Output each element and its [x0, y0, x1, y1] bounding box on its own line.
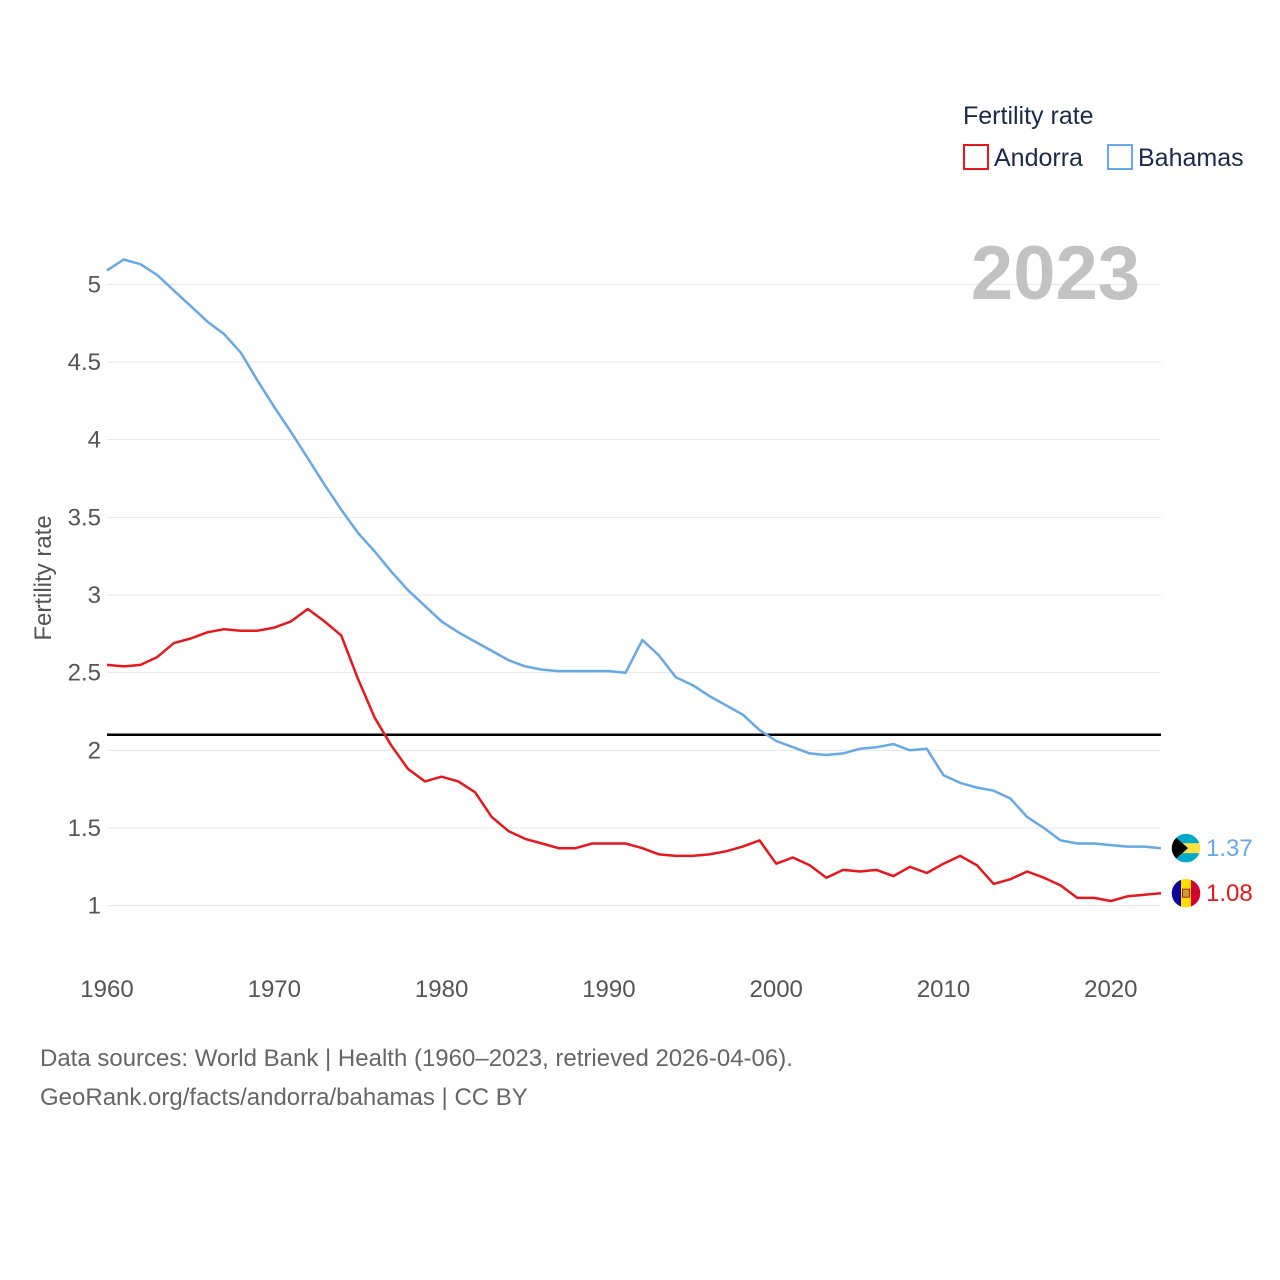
x-tick-label: 1960	[80, 976, 133, 1003]
end-markers: 1.08 1.37	[1170, 832, 1253, 909]
y-axis-ticks: 1 1.5 2 2.5 3 3.5 4 4.5 5	[68, 271, 101, 919]
y-tick-label: 2	[88, 737, 101, 764]
y-tick-label: 1	[88, 893, 101, 920]
y-tick-label: 3.5	[68, 504, 101, 531]
source-line-2: GeoRank.org/facts/andorra/bahamas | CC B…	[40, 1084, 528, 1111]
current-year-label: 2023	[971, 231, 1140, 316]
legend-item-andorra[interactable]: Andorra	[963, 144, 1083, 172]
end-value-label-bahamas: 1.37	[1206, 835, 1253, 862]
y-tick-label: 4.5	[68, 349, 101, 376]
legend-label-bahamas: Bahamas	[1138, 144, 1244, 172]
andorra-flag-icon	[1170, 877, 1202, 909]
x-tick-label: 2020	[1084, 976, 1137, 1003]
x-tick-label: 1970	[248, 976, 301, 1003]
legend-swatch-bahamas	[1107, 144, 1133, 170]
end-value-label-andorra: 1.08	[1206, 880, 1253, 907]
source-line-1: Data sources: World Bank | Health (1960–…	[40, 1045, 793, 1072]
y-tick-label: 3	[88, 582, 101, 609]
gridlines	[107, 283, 1161, 907]
series-lines	[106, 258, 1162, 903]
x-tick-label: 2010	[917, 976, 970, 1003]
series-line-andorra	[106, 607, 1162, 903]
fertility-rate-chart: 1 1.5 2 2.5 3 3.5 4 4.5 5 1960 1970 1980 1990 2000 20…	[30, 102, 1253, 1003]
legend-swatch-andorra	[963, 144, 989, 170]
series-line-bahamas	[106, 258, 1162, 850]
legend-title: Fertility rate	[963, 102, 1094, 130]
x-tick-label: 2000	[750, 976, 803, 1003]
x-tick-label: 1980	[415, 976, 468, 1003]
x-axis-ticks: 1960 1970 1980 1990 2000 2010 2020	[80, 976, 1137, 1003]
y-axis-title: Fertility rate	[30, 515, 57, 640]
legend-item-bahamas[interactable]: Bahamas	[1107, 144, 1244, 172]
x-tick-label: 1990	[582, 976, 635, 1003]
y-tick-label: 5	[88, 271, 101, 298]
y-tick-label: 2.5	[68, 660, 101, 687]
legend: Fertility rate Andorra Bahamas	[963, 102, 1244, 172]
bahamas-flag-icon	[1170, 832, 1202, 864]
y-tick-label: 4	[88, 427, 101, 454]
y-tick-label: 1.5	[68, 815, 101, 842]
legend-label-andorra: Andorra	[994, 144, 1083, 172]
